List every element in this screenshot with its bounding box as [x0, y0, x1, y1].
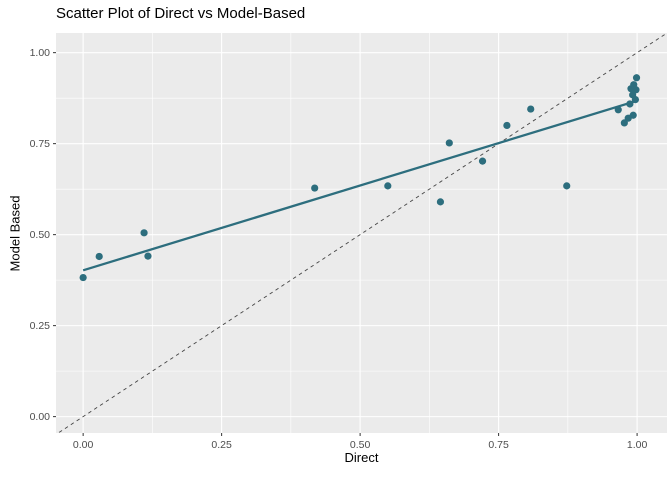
data-point [95, 252, 103, 261]
x-axis-label: Direct [344, 450, 379, 465]
data-point [436, 198, 445, 206]
x-tick-label: 0.50 [350, 439, 371, 451]
x-tick-label: 0.00 [73, 439, 94, 451]
data-point [384, 182, 392, 190]
data-point [140, 229, 148, 237]
data-point [631, 96, 640, 104]
regression-line [82, 99, 638, 272]
x-tick-label: 1.00 [627, 439, 648, 451]
data-point [629, 111, 637, 119]
data-point [632, 74, 641, 82]
y-axis-label: Model Based [7, 195, 23, 272]
data-point [503, 121, 511, 130]
data-point [614, 106, 622, 114]
data-point [144, 252, 152, 260]
data-point [445, 139, 453, 147]
x-tick-label: 0.25 [211, 439, 232, 451]
data-point [478, 157, 487, 165]
plot-panel-background [56, 33, 667, 433]
data-point [630, 81, 638, 89]
y-tick-label: 0.50 [30, 229, 51, 241]
y-tick-label: 0.25 [30, 320, 51, 332]
y-tick-label: 1.00 [30, 47, 51, 59]
data-point [311, 184, 319, 192]
plot-title: Scatter Plot of Direct vs Model-Based [56, 5, 306, 22]
data-point [563, 182, 571, 190]
data-point [79, 273, 87, 282]
x-tick-label: 0.75 [488, 439, 509, 451]
y-tick-label: 0.75 [30, 138, 51, 150]
data-point [626, 100, 634, 108]
y-tick-label: 0.00 [30, 411, 51, 423]
data-point [527, 105, 535, 113]
